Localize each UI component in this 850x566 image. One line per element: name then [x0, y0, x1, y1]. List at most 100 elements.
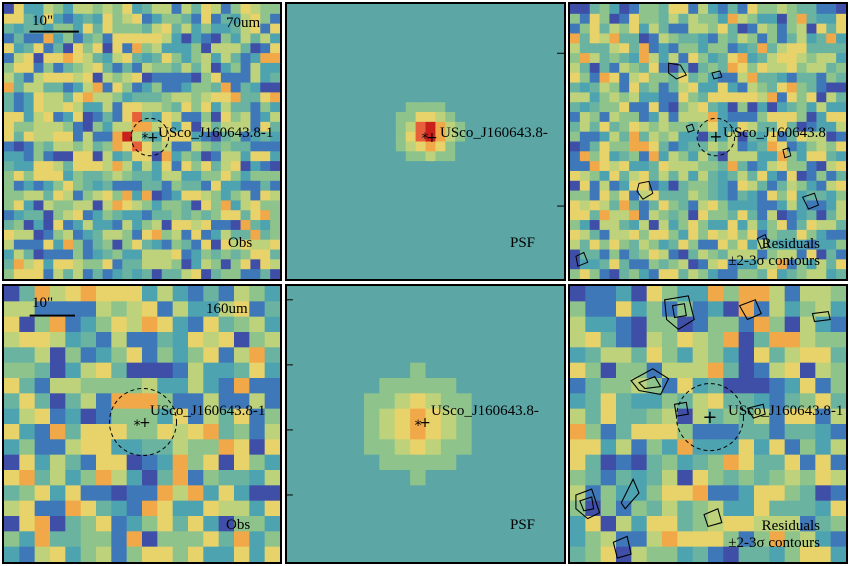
pixel [619, 112, 630, 123]
pixel [287, 485, 303, 502]
pixel [126, 531, 143, 548]
pixel [570, 500, 586, 517]
pixel [777, 121, 788, 133]
pixel [619, 151, 630, 162]
pixel [502, 408, 519, 425]
pixel [784, 286, 801, 302]
pixel [4, 408, 20, 425]
pixel [815, 546, 832, 562]
pixel [366, 23, 377, 35]
pixel [786, 220, 798, 231]
pixel [494, 161, 506, 172]
pixel [65, 439, 82, 456]
pixel [188, 408, 204, 425]
pixel [270, 13, 280, 25]
pixel [524, 210, 535, 221]
pixel [629, 170, 640, 182]
pixel [678, 92, 689, 103]
pixel [356, 170, 367, 182]
pixel [306, 121, 318, 133]
pixel [415, 259, 427, 270]
pixel [211, 200, 222, 211]
pixel [385, 92, 397, 103]
pixel [249, 408, 266, 425]
pixel [639, 269, 650, 279]
pixel [619, 259, 630, 270]
pixel [181, 82, 192, 93]
pixel [201, 62, 212, 74]
pixel [4, 13, 15, 25]
pixel [326, 170, 338, 182]
pixel [316, 190, 328, 202]
pixel [609, 92, 620, 103]
pixel [796, 43, 808, 54]
pixel [767, 131, 778, 143]
pixel [646, 347, 663, 364]
pixel [270, 180, 280, 192]
pixel [747, 43, 758, 54]
pixel [678, 121, 689, 133]
pixel [648, 220, 660, 231]
pixel [82, 170, 94, 182]
pixel [366, 170, 377, 182]
pixel [474, 220, 486, 231]
pixel [727, 53, 739, 64]
pixel [80, 454, 97, 471]
pixel [708, 347, 724, 364]
pixel [63, 13, 74, 25]
pixel [23, 170, 35, 182]
pixel [356, 190, 367, 202]
pixel [619, 269, 630, 279]
pixel [218, 408, 235, 425]
pixel [514, 102, 526, 113]
pixel [554, 210, 564, 221]
pixel [250, 210, 261, 221]
pixel [425, 259, 436, 270]
pixel [658, 92, 670, 103]
pixel [757, 269, 768, 279]
pixel [230, 102, 242, 113]
pixel [249, 439, 266, 456]
pixel [658, 131, 670, 143]
pixel [366, 259, 377, 270]
pixel [92, 151, 104, 162]
pixel [287, 332, 303, 348]
pixel [336, 53, 347, 64]
pixel [230, 43, 242, 54]
pixel [708, 170, 719, 182]
pixel [570, 531, 586, 548]
pixel [678, 259, 689, 270]
pixel [717, 43, 729, 54]
pixel [629, 200, 640, 211]
pixel [589, 33, 601, 44]
pixel [631, 470, 648, 486]
pixel [366, 141, 377, 152]
pixel [346, 220, 357, 231]
pixel [126, 439, 143, 456]
pixel [73, 4, 84, 15]
pixel [465, 102, 476, 113]
pixel [111, 377, 128, 394]
pixel [678, 200, 689, 211]
pixel [815, 347, 832, 364]
pixel [410, 515, 427, 532]
pixel [394, 286, 411, 302]
pixel [544, 180, 555, 192]
pixel [336, 33, 347, 44]
pixel [211, 121, 222, 133]
pixel [302, 470, 319, 486]
pixel [126, 515, 143, 532]
pixel [379, 470, 396, 486]
pixel [806, 210, 818, 221]
pixel [43, 220, 54, 231]
pixel [796, 180, 808, 192]
pixel [514, 229, 526, 241]
pixel [302, 362, 319, 379]
pixel [34, 286, 51, 302]
pixel [171, 53, 183, 64]
pixel [544, 72, 555, 84]
pixel [151, 269, 163, 279]
pixel [585, 347, 602, 364]
pixel [405, 170, 417, 182]
pixel [599, 23, 611, 35]
